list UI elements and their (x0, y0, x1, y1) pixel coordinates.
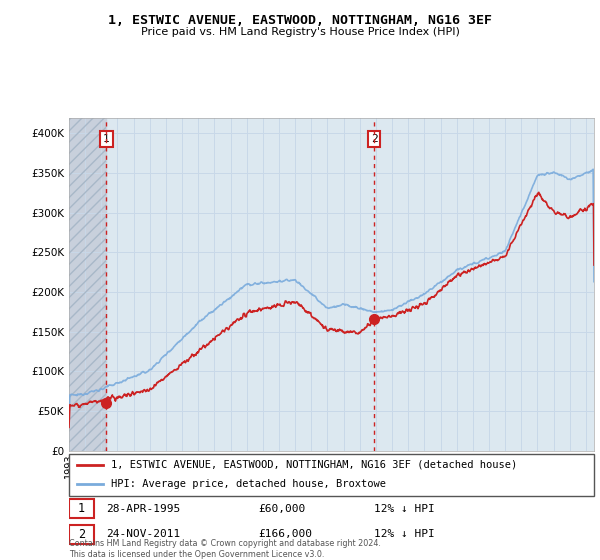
FancyBboxPatch shape (69, 499, 94, 519)
Bar (69, 118, 106, 451)
Text: 2: 2 (371, 134, 377, 144)
Text: 1: 1 (103, 134, 110, 144)
Text: 12% ↓ HPI: 12% ↓ HPI (373, 504, 434, 514)
Text: 1, ESTWIC AVENUE, EASTWOOD, NOTTINGHAM, NG16 3EF: 1, ESTWIC AVENUE, EASTWOOD, NOTTINGHAM, … (108, 14, 492, 27)
Text: 28-APR-1995: 28-APR-1995 (106, 504, 180, 514)
Text: 1, ESTWIC AVENUE, EASTWOOD, NOTTINGHAM, NG16 3EF (detached house): 1, ESTWIC AVENUE, EASTWOOD, NOTTINGHAM, … (111, 460, 517, 470)
Bar (69, 118, 106, 451)
Text: 2: 2 (78, 528, 85, 541)
Text: Contains HM Land Registry data © Crown copyright and database right 2024.
This d: Contains HM Land Registry data © Crown c… (69, 539, 381, 559)
FancyBboxPatch shape (69, 525, 94, 544)
Text: £166,000: £166,000 (258, 529, 312, 539)
Text: 12% ↓ HPI: 12% ↓ HPI (373, 529, 434, 539)
Text: Price paid vs. HM Land Registry's House Price Index (HPI): Price paid vs. HM Land Registry's House … (140, 27, 460, 37)
Text: HPI: Average price, detached house, Broxtowe: HPI: Average price, detached house, Brox… (111, 479, 386, 489)
Text: £60,000: £60,000 (258, 504, 305, 514)
Text: 24-NOV-2011: 24-NOV-2011 (106, 529, 180, 539)
FancyBboxPatch shape (69, 454, 594, 496)
Text: 1: 1 (78, 502, 85, 515)
